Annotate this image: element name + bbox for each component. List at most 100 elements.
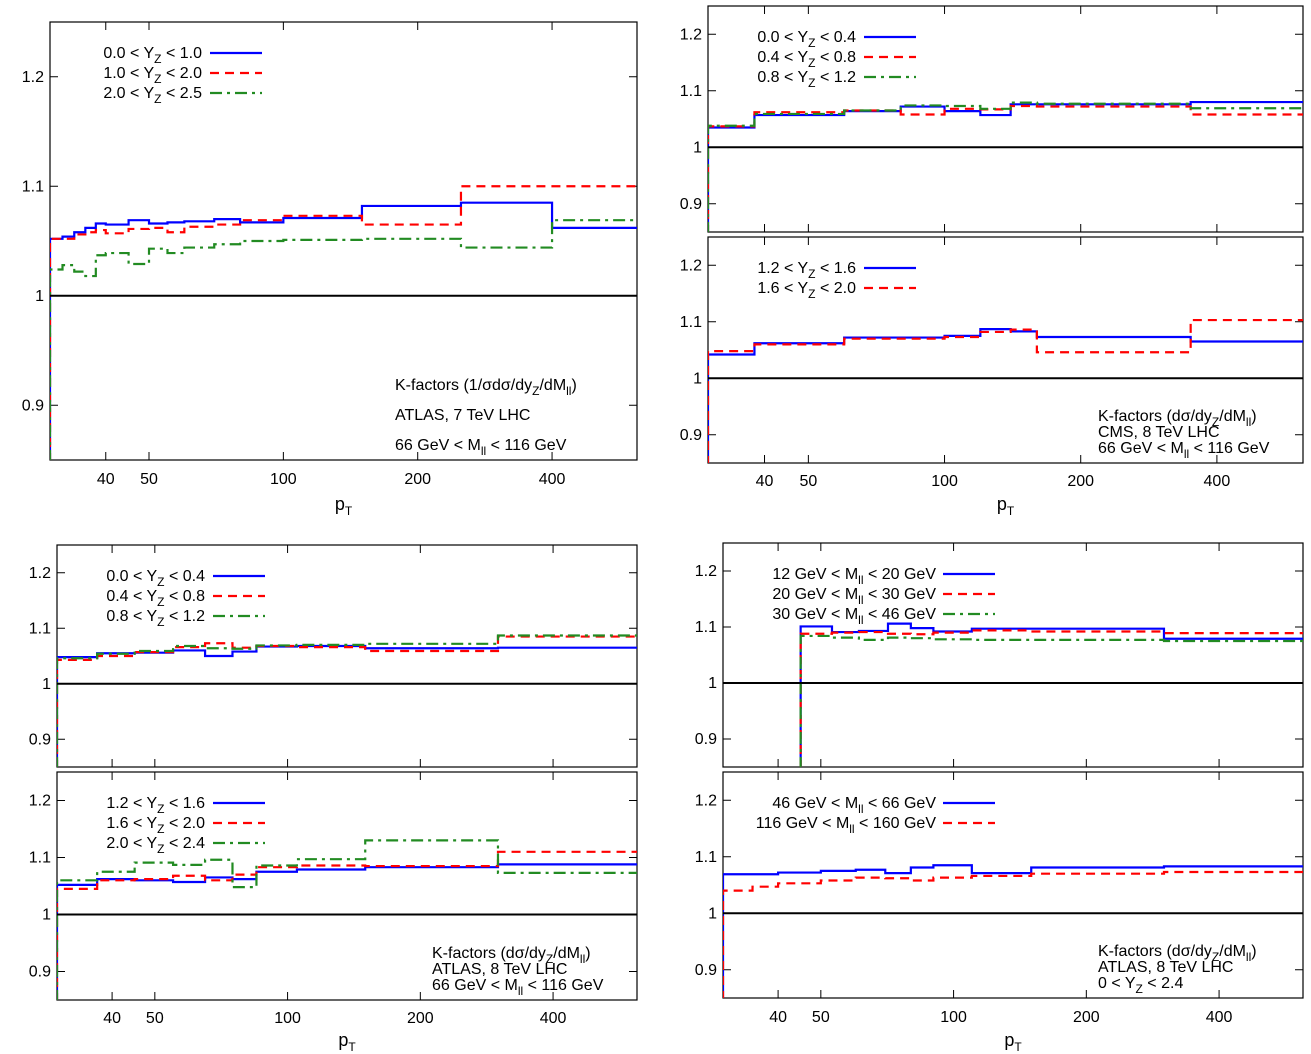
y-tick-label: 1.1 [680, 83, 702, 100]
series-group [50, 185, 637, 460]
annotation-block: K-factors (dσ/dyZ​/dMll​)ATLAS, 8 TeV LH… [1098, 943, 1257, 996]
y-tick-label: 1 [42, 907, 51, 924]
y-tick-label: 0.9 [695, 962, 717, 979]
legend-label: 0.8 < YZ​ < 1.2 [106, 608, 205, 629]
series-line-0 [799, 622, 1303, 767]
legend-label: 30 GeV < Mll​ < 46 GeV [772, 606, 936, 627]
x-tick-label: 40 [103, 1010, 121, 1027]
chart-atlas-8tev-rapidity: 0.9 1 1.1 1.2 0.0 < YZ​ < 0.40.4 < YZ​ < 0.8… [29, 544, 638, 1054]
y-tick-label: 1.1 [680, 314, 702, 331]
panel-atlas-8tev-rapidity-0: 0.9 1 1.1 1.2 0.0 < YZ​ < 0.40.4 < YZ​ < 0.8… [29, 544, 638, 768]
x-tick-label: 400 [539, 471, 566, 488]
y-tick-label: 1 [35, 288, 44, 305]
plot-frame [722, 542, 1304, 768]
y-tick-label: 1 [708, 675, 717, 692]
series-line-2 [57, 634, 637, 767]
x-axis-title: pT​ [338, 1030, 356, 1054]
x-axis-title: pT​ [335, 494, 353, 518]
x-axis: 40 50 100 200 400 pT​ [756, 473, 1231, 518]
legend: 1.2 < YZ​ < 1.61.6 < YZ​ < 2.02.0 < YZ​ … [106, 795, 265, 856]
annotation-line: ATLAS, 7 TeV LHC [395, 407, 530, 424]
legend: 0.0 < YZ​ < 1.01.0 < YZ​ < 2.02.0 < YZ​ … [103, 45, 262, 106]
annotation-line: ATLAS, 8 TeV LHC [432, 961, 567, 978]
legend-label: 0.4 < YZ​ < 0.8 [757, 49, 856, 70]
panel-cms-8tev-1: 0.9 1 1.1 1.2 1.2 < YZ​ < 1.61.6 < YZ​ < 2.0… [680, 236, 1304, 464]
plot-frame [707, 236, 1304, 464]
legend: 1.2 < YZ​ < 1.61.6 < YZ​ < 2.0 [757, 260, 916, 301]
x-tick-label: 200 [1067, 473, 1094, 490]
annotation-block: K-factors (1/σdσ/dyZ​/dMll​) ATLAS, 7 TeV… [395, 377, 577, 458]
y-tick-label: 1.2 [29, 793, 51, 810]
x-tick-label: 200 [1073, 1009, 1100, 1026]
annotation-line: K-factors (1/σdσ/dyZ​/dMll​) [395, 377, 577, 398]
legend-label: 116 GeV < Mll​ < 160 GeV [756, 815, 937, 836]
x-tick-label: 50 [799, 473, 817, 490]
series-line-0 [57, 863, 637, 1000]
legend-label: 1.2 < YZ​ < 1.6 [106, 795, 205, 816]
chart-atlas-7tev: 0.9 1 1.1 1.2 0.0 < YZ​ < 1.01.0 < YZ​ < 2.0… [22, 21, 638, 518]
x-tick-label: 40 [97, 471, 115, 488]
series-group [723, 864, 1303, 998]
y-tick-label: 0.9 [695, 731, 717, 748]
y-tick-label: 1.2 [680, 26, 702, 43]
series-group [708, 100, 1303, 232]
legend-label: 1.6 < YZ​ < 2.0 [106, 815, 205, 836]
series-group [57, 634, 637, 767]
series-line-2 [57, 839, 637, 1000]
x-tick-label: 40 [769, 1009, 787, 1026]
series-line-1 [708, 104, 1303, 232]
y-tick-label: 1.2 [695, 563, 717, 580]
x-tick-label: 200 [407, 1010, 434, 1027]
legend-label: 0.8 < YZ​ < 1.2 [757, 69, 856, 90]
series-line-2 [50, 219, 637, 460]
series-line-0 [723, 864, 1303, 998]
annotation-line: 0 < YZ​ < 2.4 [1098, 975, 1183, 996]
plot-frame [56, 544, 638, 768]
series-line-2 [708, 101, 1303, 232]
x-tick-label: 100 [931, 473, 958, 490]
y-tick-label: 1.1 [22, 178, 44, 195]
annotation-line: K-factors (dσ/dyZ​/dMll​) [1098, 408, 1257, 429]
annotation-line: K-factors (dσ/dyZ​/dMll​) [432, 945, 591, 966]
chart-cms-8tev: 0.9 1 1.1 1.2 0.0 < YZ​ < 0.40.4 < YZ​ < 0.8… [680, 5, 1304, 518]
y-tick-label: 1.2 [695, 792, 717, 809]
y-tick-label: 1.1 [29, 850, 51, 867]
y-tick-label: 1.1 [29, 620, 51, 637]
y-tick-label: 1.1 [695, 619, 717, 636]
annotation-block: K-factors (dσ/dyZ​/dMll​)CMS, 8 TeV LHC6… [1098, 408, 1270, 461]
annotation-line: ATLAS, 8 TeV LHC [1098, 959, 1233, 976]
legend: 0.0 < YZ​ < 0.40.4 < YZ​ < 0.80.8 < YZ​ … [106, 568, 265, 629]
panel-cms-8tev-0: 0.9 1 1.1 1.2 0.0 < YZ​ < 0.40.4 < YZ​ < 0.8… [680, 5, 1304, 233]
y-tick-label: 1 [708, 905, 717, 922]
x-tick-label: 400 [540, 1010, 567, 1027]
series-line-0 [57, 644, 637, 767]
series-line-1 [50, 185, 637, 460]
annotation-line: 66 GeV < Mll​ < 116 GeV [432, 977, 604, 998]
y-tick-label: 0.9 [680, 427, 702, 444]
legend-label: 2.0 < YZ​ < 2.4 [106, 835, 205, 856]
series-line-1 [57, 635, 637, 767]
x-axis-title: pT​ [1004, 1030, 1022, 1054]
legend-label: 0.4 < YZ​ < 0.8 [106, 588, 205, 609]
plot-frame [707, 5, 1304, 233]
legend-label: 0.0 < YZ​ < 0.4 [757, 29, 856, 50]
x-tick-label: 200 [404, 471, 431, 488]
annotation-line: K-factors (dσ/dyZ​/dMll​) [1098, 943, 1257, 964]
x-tick-label: 100 [270, 471, 297, 488]
x-tick-label: 50 [812, 1009, 830, 1026]
annotation-line: CMS, 8 TeV LHC [1098, 424, 1220, 441]
legend: 0.0 < YZ​ < 0.40.4 < YZ​ < 0.80.8 < YZ​ … [757, 29, 916, 90]
y-tick-label: 1 [42, 676, 51, 693]
legend-label: 12 GeV < Mll​ < 20 GeV [772, 566, 936, 587]
x-tick-label: 100 [940, 1009, 967, 1026]
x-tick-label: 100 [274, 1010, 301, 1027]
x-axis: 40 50 100 200 400 pT​ [103, 1010, 566, 1054]
x-tick-label: 40 [756, 473, 774, 490]
y-tick-label: 1 [693, 370, 702, 387]
legend-label: 2.0 < YZ​ < 2.5 [103, 85, 202, 106]
legend-label: 0.0 < YZ​ < 0.4 [106, 568, 205, 589]
